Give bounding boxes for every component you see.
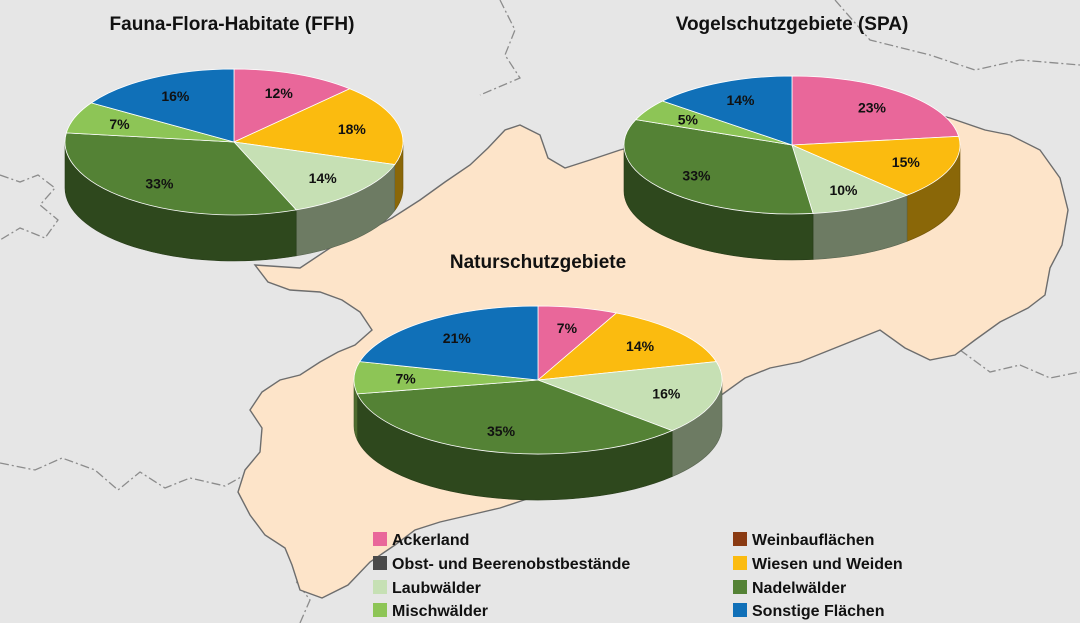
map-neighbor-border-west bbox=[0, 174, 59, 241]
legend-label-wiesen: Wiesen und Weiden bbox=[752, 556, 903, 573]
map-neighbor-border-northeast bbox=[834, 0, 1080, 71]
map-neighbor-border-east bbox=[959, 349, 1080, 379]
map-neighbor-border-north bbox=[479, 0, 521, 96]
pie-label-0-1: 18% bbox=[338, 121, 367, 137]
legend-label-laubwaelder: Laubwälder bbox=[392, 580, 481, 597]
chart-title-spa: Vogelschutzgebiete (SPA) bbox=[676, 14, 909, 35]
chart-title-naturschutz: Naturschutzgebiete bbox=[450, 252, 626, 273]
legend-swatch-ackerland bbox=[373, 532, 387, 546]
legend-label-ackerland: Ackerland bbox=[392, 532, 469, 549]
legend-item-mischwaelder: Mischwälder bbox=[373, 603, 488, 620]
legend-swatch-laubwaelder bbox=[373, 580, 387, 594]
pie-label-1-3: 33% bbox=[682, 167, 711, 183]
pie-label-1-4: 5% bbox=[678, 112, 699, 128]
legend-item-obst: Obst- und Beerenobstbestände bbox=[373, 556, 630, 573]
pie-slice-1-3 bbox=[623, 119, 814, 215]
pie-chart-2: 7% 14% 16% 35% 7% 21% bbox=[353, 305, 723, 501]
pie-slice-2-2 bbox=[537, 361, 723, 432]
legend-item-laubwaelder: Laubwälder bbox=[373, 580, 481, 597]
pie-label-0-2: 14% bbox=[309, 170, 338, 186]
pie-charts: 12%18%14%33%7%16%23%15%10%33%5%14%7%14%1… bbox=[64, 68, 961, 501]
legend-label-sonstige: Sonstige Flächen bbox=[752, 603, 884, 620]
pie-label-2-0: 7% bbox=[557, 320, 578, 336]
legend-item-weinbauflaechen: Weinbauflächen bbox=[733, 532, 874, 549]
pie-slice-2-1 bbox=[536, 312, 717, 381]
pie-label-0-4: 7% bbox=[109, 116, 130, 132]
pie-slice-1-1 bbox=[791, 135, 961, 196]
pie-label-2-2: 16% bbox=[652, 385, 681, 401]
pie-chart-0: 12% 18% 14% 33% 7% 16% bbox=[64, 68, 404, 262]
pie-label-1-0: 23% bbox=[858, 100, 887, 116]
legend-swatch-nadelwaelder bbox=[733, 580, 747, 594]
legend: Ackerland Weinbauflächen Obst- und Beere… bbox=[373, 532, 903, 620]
pie-slice-0-5 bbox=[90, 68, 235, 143]
pie-slice-0-1 bbox=[232, 88, 404, 165]
pie-label-1-1: 15% bbox=[892, 154, 921, 170]
map-neighbor-border-southwest bbox=[0, 457, 251, 491]
pie-slice-1-2 bbox=[791, 144, 909, 214]
pie-slice-2-3 bbox=[356, 379, 674, 455]
pie-label-2-1: 14% bbox=[626, 338, 655, 354]
legend-item-sonstige: Sonstige Flächen bbox=[733, 603, 884, 620]
legend-label-weinbauflaechen: Weinbauflächen bbox=[752, 532, 874, 549]
pie-label-1-2: 10% bbox=[829, 182, 858, 198]
legend-label-nadelwaelder: Nadelwälder bbox=[752, 580, 846, 597]
chart-title-ffh: Fauna-Flora-Habitate (FFH) bbox=[110, 14, 355, 35]
pie-label-2-3: 35% bbox=[487, 423, 516, 439]
pie-slice-1-0 bbox=[791, 75, 960, 146]
legend-swatch-mischwaelder bbox=[373, 603, 387, 617]
pie-slice-1-5 bbox=[661, 75, 793, 146]
pie-slice-2-5 bbox=[359, 305, 539, 381]
pie-label-0-3: 33% bbox=[145, 176, 174, 192]
legend-swatch-wiesen bbox=[733, 556, 747, 570]
legend-swatch-obst bbox=[373, 556, 387, 570]
legend-item-nadelwaelder: Nadelwälder bbox=[733, 580, 846, 597]
pie-label-0-5: 16% bbox=[161, 88, 190, 104]
legend-item-ackerland: Ackerland bbox=[373, 532, 469, 549]
pie-label-2-4: 7% bbox=[395, 370, 416, 386]
legend-label-mischwaelder: Mischwälder bbox=[392, 603, 488, 620]
pie-slice-0-2 bbox=[232, 141, 396, 211]
legend-label-obst: Obst- und Beerenobstbestände bbox=[392, 556, 630, 573]
pie-label-2-5: 21% bbox=[443, 330, 472, 346]
pie-slice-0-3 bbox=[64, 132, 298, 216]
legend-swatch-weinbauflaechen bbox=[733, 532, 747, 546]
legend-item-wiesen: Wiesen und Weiden bbox=[733, 556, 903, 573]
pie-label-1-5: 14% bbox=[726, 92, 755, 108]
pie-chart-1: 23% 15% 10% 33% 5% 14% bbox=[623, 75, 961, 261]
pie-slice-0-0 bbox=[233, 68, 351, 143]
pie-label-0-0: 12% bbox=[265, 85, 294, 101]
legend-swatch-sonstige bbox=[733, 603, 747, 617]
